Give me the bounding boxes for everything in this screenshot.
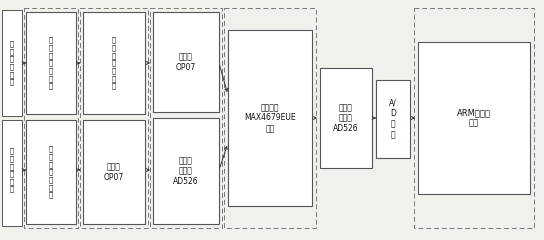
Text: 交
流
电
流
信
号: 交 流 电 流 信 号 <box>10 41 14 85</box>
Bar <box>320 68 372 168</box>
Text: 可编程
放大器
AD526: 可编程 放大器 AD526 <box>333 103 359 133</box>
Bar <box>418 42 530 194</box>
Text: 金
属
膜
采
样
电
阻: 金 属 膜 采 样 电 阻 <box>49 146 53 198</box>
Bar <box>2 10 22 116</box>
Text: 模拟开关
MAX4679EUE
电路: 模拟开关 MAX4679EUE 电路 <box>244 103 296 133</box>
Bar <box>24 8 78 228</box>
Text: ARM处理器
处理: ARM处理器 处理 <box>457 108 491 128</box>
Bar <box>26 120 76 224</box>
Bar <box>26 12 76 114</box>
Bar <box>80 8 148 228</box>
Bar <box>376 80 410 158</box>
Text: 金
属
膜
采
样
电
阻: 金 属 膜 采 样 电 阻 <box>112 37 116 89</box>
Bar <box>153 118 219 224</box>
Text: 跟随器
OP07: 跟随器 OP07 <box>104 162 124 182</box>
Text: 精
密
电
流
互
感
器: 精 密 电 流 互 感 器 <box>49 37 53 89</box>
Bar <box>150 8 222 228</box>
Bar <box>414 8 534 228</box>
Text: A/
D
转
换: A/ D 转 换 <box>389 99 397 139</box>
Text: 钳
形
电
流
信
号: 钳 形 电 流 信 号 <box>10 148 14 192</box>
Text: 跟随器
OP07: 跟随器 OP07 <box>176 52 196 72</box>
Bar <box>2 120 22 226</box>
Bar <box>83 120 145 224</box>
Bar <box>224 8 316 228</box>
Bar <box>83 12 145 114</box>
Bar <box>153 12 219 112</box>
Bar <box>228 30 312 206</box>
Text: 可编程
放大器
AD526: 可编程 放大器 AD526 <box>173 156 199 186</box>
